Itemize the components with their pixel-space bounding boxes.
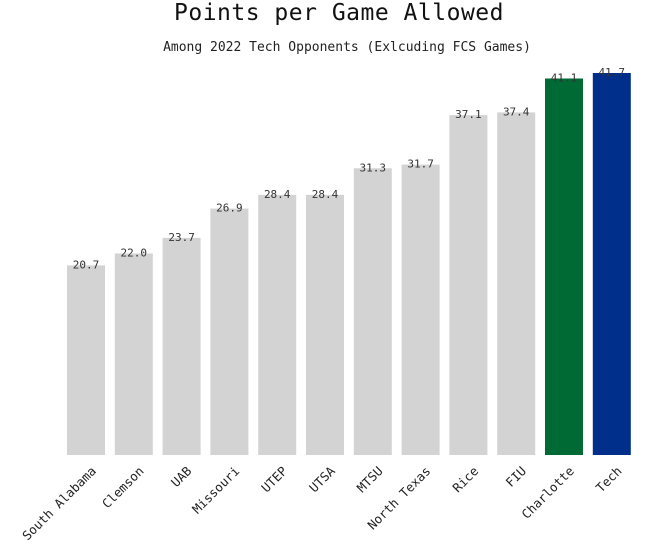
value-label: 41.7 [599,66,626,79]
chart-subtitle: Among 2022 Tech Opponents (Exlcuding FCS… [163,40,531,55]
bar-utsa [306,194,344,455]
chart-title: Points per Game Allowed [174,0,504,26]
value-labels-group: 20.7 22.0 23.7 26.9 28.4 28.4 31.3 31.7 37.1 37.4… [73,66,625,271]
value-label: 26.9 [216,202,243,215]
value-label: 20.7 [73,258,100,271]
bar-uab [162,237,201,455]
x-tick-label: Missouri [189,463,242,516]
value-label: 28.4 [264,188,291,201]
x-tick-label: South Alabama [19,463,99,543]
x-tick-label: UTEP [258,463,290,495]
bar-missouri [210,208,249,455]
x-tick-label: Tech [593,463,625,495]
bar-charlotte [545,78,583,455]
bar-utep [258,194,297,455]
bar-north-texas [401,164,440,456]
bars-group [67,73,631,456]
x-tick-label: FIU [503,463,530,490]
x-tick-label: MTSU [354,463,386,495]
x-tick-label: Rice [449,463,481,495]
bar-south-alabama [67,265,105,455]
value-label: 41.1 [551,72,578,85]
x-tick-label: UAB [168,463,195,490]
value-label: 22.0 [121,246,148,259]
value-label: 31.7 [407,158,434,171]
bar-rice [449,115,488,455]
bar-tech [592,73,631,455]
bar-mtsu [353,168,392,455]
bar-clemson [114,253,153,455]
bar-fiu [497,112,536,455]
value-label: 37.1 [455,108,482,121]
value-label: 23.7 [168,231,195,244]
value-label: 31.3 [360,161,387,174]
x-tick-label: Clemson [99,463,147,511]
value-label: 28.4 [312,188,339,201]
x-tick-label: UTSA [306,463,338,495]
value-label: 37.4 [503,105,530,118]
